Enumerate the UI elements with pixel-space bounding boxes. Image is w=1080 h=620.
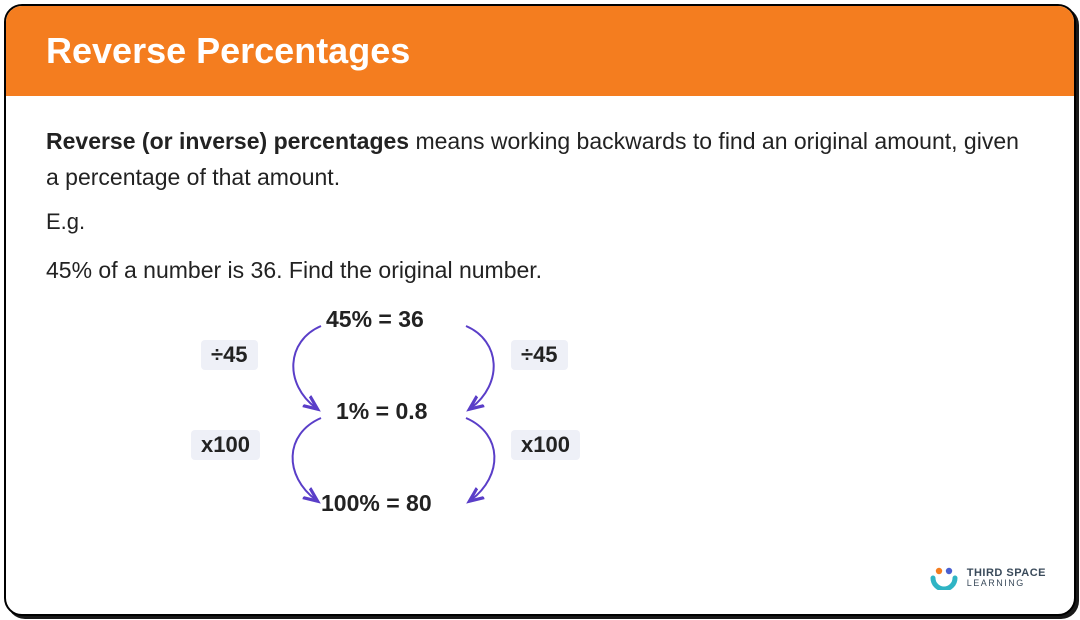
diagram-arrow (466, 418, 494, 500)
equation-text: 100% = 80 (321, 490, 432, 517)
page-title: Reverse Percentages (46, 30, 1034, 72)
operation-label: x100 (511, 430, 580, 460)
operation-label: ÷45 (511, 340, 568, 370)
logo-text: THIRD SPACE LEARNING (967, 567, 1046, 589)
diagram-arrow (293, 326, 321, 408)
eg-label: E.g. (46, 209, 1034, 235)
equation-text: 45% = 36 (326, 306, 424, 333)
header-bar: Reverse Percentages (6, 6, 1074, 96)
brand-logo: THIRD SPACE LEARNING (929, 566, 1046, 590)
definition-text: Reverse (or inverse) percentages means w… (46, 124, 1034, 195)
content-area: Reverse (or inverse) percentages means w… (6, 96, 1074, 556)
problem-text: 45% of a number is 36. Find the original… (46, 257, 1034, 284)
logo-line2: LEARNING (967, 579, 1046, 589)
diagram-arrow (466, 326, 494, 408)
diagram-arrow (293, 418, 321, 500)
definition-bold: Reverse (or inverse) percentages (46, 128, 409, 154)
content-card: Reverse Percentages Reverse (or inverse)… (4, 4, 1076, 616)
diagram: 45% = 36 1% = 0.8 100% = 80 ÷45 ÷45 x100 x100 (126, 306, 686, 536)
operation-label: x100 (191, 430, 260, 460)
logo-icon (929, 566, 959, 590)
operation-label: ÷45 (201, 340, 258, 370)
equation-text: 1% = 0.8 (336, 398, 427, 425)
